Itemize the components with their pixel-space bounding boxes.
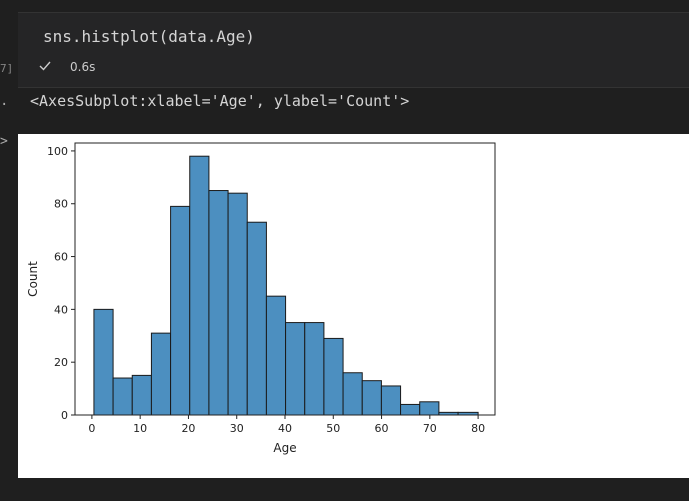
histogram-bar bbox=[419, 401, 440, 416]
y-tick-label: 0 bbox=[61, 409, 68, 422]
x-tick-label: 60 bbox=[375, 422, 389, 435]
x-tick-label: 70 bbox=[423, 422, 437, 435]
x-tick-label: 80 bbox=[471, 422, 485, 435]
histogram-bar bbox=[265, 295, 287, 416]
output-text: <AxesSubplot:xlabel='Age', ylabel='Count… bbox=[30, 92, 410, 110]
histogram-bar bbox=[208, 190, 229, 416]
histogram-bar bbox=[304, 322, 325, 416]
output-collapse-chevron[interactable]: > bbox=[0, 134, 8, 149]
output-marker: . bbox=[0, 93, 9, 109]
x-tick-label: 20 bbox=[181, 422, 195, 435]
code-input[interactable]: sns.histplot(data.Age) bbox=[43, 27, 255, 46]
x-axis-label: Age bbox=[273, 441, 296, 455]
histogram-bar bbox=[170, 205, 191, 416]
x-tick-label: 0 bbox=[88, 422, 95, 435]
histogram-bar bbox=[112, 377, 133, 416]
code-cell[interactable] bbox=[18, 12, 689, 88]
histogram-bar bbox=[246, 221, 267, 416]
y-tick-label: 20 bbox=[54, 356, 68, 369]
plot-output: 0 10 20 30 40 50 60 70 80 0 20 40 60 80 100 Age Count bbox=[18, 134, 689, 478]
y-tick-label: 60 bbox=[54, 251, 68, 264]
histogram-bar bbox=[361, 380, 382, 416]
x-tick-label: 30 bbox=[230, 422, 244, 435]
histogram-bar bbox=[380, 385, 402, 416]
execution-count: 7] bbox=[0, 62, 14, 75]
histogram-bar bbox=[93, 308, 114, 416]
y-tick-label: 80 bbox=[54, 198, 68, 211]
histogram-bar bbox=[227, 192, 248, 416]
execution-time: 0.6s bbox=[70, 60, 96, 74]
y-tick-label: 100 bbox=[47, 145, 68, 158]
histogram-bar bbox=[400, 403, 421, 416]
histogram-bar bbox=[323, 337, 344, 416]
y-tick-label: 40 bbox=[54, 303, 68, 316]
x-tick-label: 40 bbox=[278, 422, 292, 435]
histogram-bar bbox=[189, 155, 210, 416]
check-icon bbox=[39, 61, 51, 71]
histogram-bar bbox=[342, 372, 363, 416]
histogram-bar bbox=[150, 332, 172, 416]
histogram-bar bbox=[131, 374, 152, 416]
x-tick-label: 10 bbox=[133, 422, 147, 435]
histogram-bar bbox=[285, 322, 306, 416]
y-axis-label: Count bbox=[26, 261, 40, 297]
histogram-chart: 0 10 20 30 40 50 60 70 80 0 20 40 60 80 100 Age Count bbox=[26, 142, 496, 455]
x-tick-label: 50 bbox=[326, 422, 340, 435]
